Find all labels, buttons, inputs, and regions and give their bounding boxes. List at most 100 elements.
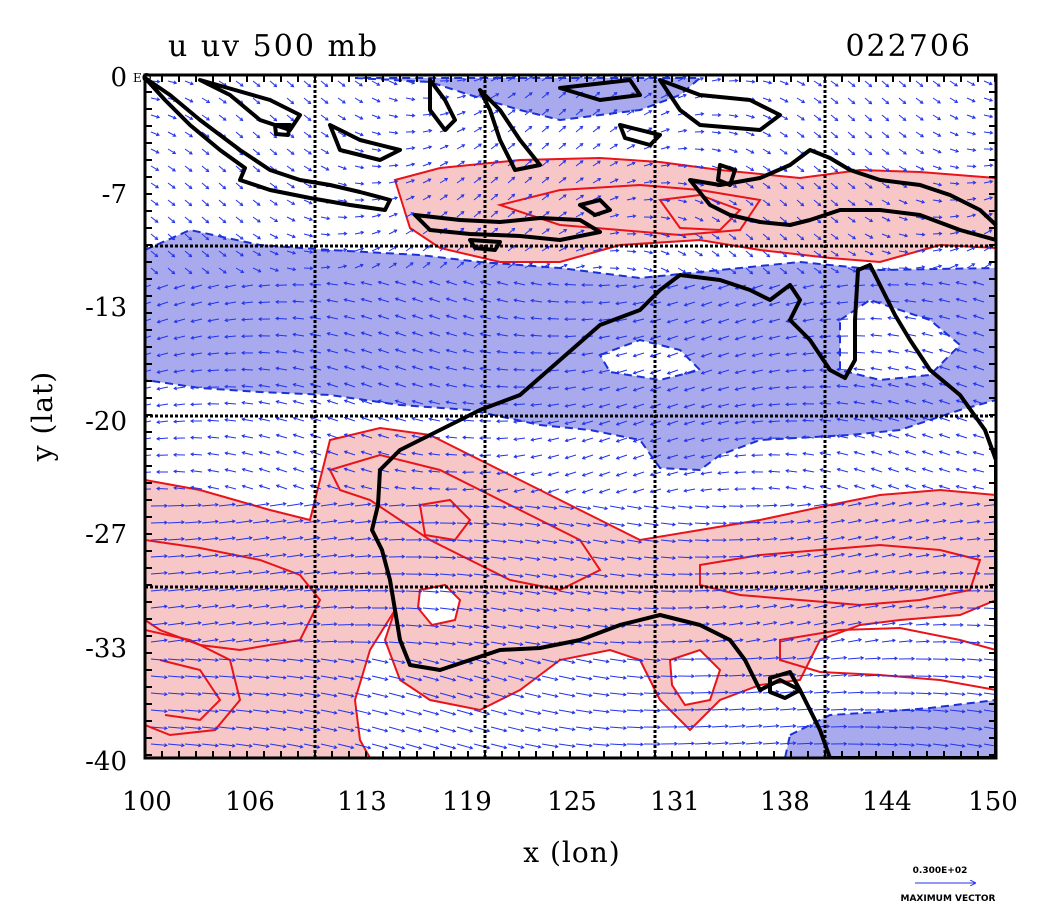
wind-vector xyxy=(524,692,541,698)
wind-vector-head xyxy=(215,675,219,680)
wind-vector xyxy=(530,334,543,337)
wind-vector-head xyxy=(164,570,168,575)
wind-vector-head xyxy=(377,131,382,136)
wind-vector-head xyxy=(605,659,610,664)
wind-vector xyxy=(327,332,339,337)
wind-vector-head xyxy=(942,622,947,627)
wind-vector-head xyxy=(615,230,620,235)
wind-vector xyxy=(575,194,584,201)
wind-vector-head xyxy=(553,506,558,510)
wind-vector xyxy=(150,148,159,154)
wind-vector xyxy=(507,743,524,749)
wind-vector-head xyxy=(717,353,722,358)
wind-vector-head xyxy=(672,622,677,627)
wind-vector xyxy=(609,641,625,644)
wind-vector xyxy=(252,216,261,223)
wind-vector-head xyxy=(477,261,482,266)
wind-vector xyxy=(660,199,670,202)
wind-vector-head xyxy=(571,676,576,681)
wind-vector xyxy=(609,573,625,577)
wind-vector-head xyxy=(173,302,178,307)
wind-vector-head xyxy=(666,251,670,256)
wind-vector-head xyxy=(843,690,848,695)
wind-vector xyxy=(524,126,532,133)
wind-vector-head xyxy=(241,484,246,489)
wind-vector-head xyxy=(605,676,610,681)
wind-vector-head xyxy=(925,604,930,609)
wind-vector xyxy=(677,250,686,256)
wind-vector-head xyxy=(734,470,738,475)
wind-vector-head xyxy=(224,384,228,389)
wind-vector-head xyxy=(411,331,416,336)
x-tick-label: 100 xyxy=(122,787,172,817)
wind-vector-head xyxy=(462,77,467,82)
wind-vector-head xyxy=(717,454,722,459)
wind-vector-head xyxy=(316,710,321,715)
wind-vector-head xyxy=(955,399,960,404)
wind-vector xyxy=(922,433,934,439)
wind-vector-head xyxy=(547,386,552,391)
wind-vector xyxy=(507,539,523,543)
wind-vector-head xyxy=(605,743,610,748)
wind-vector xyxy=(224,335,237,338)
positive-contours xyxy=(145,183,996,737)
wind-vector-head xyxy=(171,202,176,207)
wind-vector-head xyxy=(683,302,688,307)
wind-vector xyxy=(191,335,203,339)
wind-vector-head xyxy=(326,399,331,404)
wind-vector-head xyxy=(537,677,542,682)
x-tick-label: 144 xyxy=(862,787,912,817)
wind-vector-head xyxy=(623,726,627,731)
wind-vector-head xyxy=(350,676,355,681)
wind-vector xyxy=(966,263,975,269)
wind-vector-head xyxy=(836,484,841,489)
wind-vector-head xyxy=(411,399,416,404)
wind-vector-head xyxy=(309,298,314,303)
wind-vector-head xyxy=(564,403,569,408)
wind-vector-head xyxy=(333,553,338,558)
wind-vector-head xyxy=(462,470,466,475)
wind-vector-head xyxy=(343,264,348,269)
wind-vector xyxy=(344,282,356,286)
wind-vector xyxy=(592,505,608,510)
wind-vector-head xyxy=(207,418,211,423)
wind-vector-head xyxy=(835,252,839,257)
wind-vector-head xyxy=(428,280,433,285)
wind-vector xyxy=(745,538,760,541)
wind-vector xyxy=(507,245,516,252)
wind-vector-head xyxy=(435,520,440,525)
wind-vector xyxy=(167,199,176,206)
wind-vector-head xyxy=(894,656,899,661)
wind-vector-head xyxy=(877,725,882,730)
wind-vector-head xyxy=(689,505,693,510)
wind-vector xyxy=(592,658,609,663)
wind-vector xyxy=(456,177,465,184)
wind-vector-head xyxy=(435,555,440,560)
wind-vector-head xyxy=(632,387,637,392)
wind-vector-head xyxy=(207,285,212,290)
wind-vector-head xyxy=(411,113,416,118)
wind-vector xyxy=(354,247,364,252)
wind-vector-head xyxy=(171,253,176,258)
wind-vector-head xyxy=(587,624,592,629)
wind-vector xyxy=(184,709,201,712)
wind-vector-head xyxy=(817,236,822,241)
wind-vector-head xyxy=(197,587,202,592)
wind-vector-head xyxy=(790,553,795,558)
wind-vector-head xyxy=(638,640,643,645)
wind-vector-head xyxy=(989,163,994,168)
wind-vector-head xyxy=(256,134,261,139)
wind-vector xyxy=(575,539,591,544)
wind-vector-head xyxy=(292,332,297,337)
wind-vector-head xyxy=(784,81,789,86)
wind-vector-head xyxy=(275,333,280,338)
wind-vector xyxy=(558,675,575,680)
wind-vector xyxy=(547,352,560,354)
wind-vector xyxy=(378,434,390,439)
wind-vector xyxy=(609,709,626,712)
wind-vector xyxy=(361,298,373,303)
wind-vector-head xyxy=(587,523,592,528)
wind-vector xyxy=(745,639,760,643)
wind-vector xyxy=(412,452,424,456)
wind-vector-head xyxy=(189,133,194,138)
